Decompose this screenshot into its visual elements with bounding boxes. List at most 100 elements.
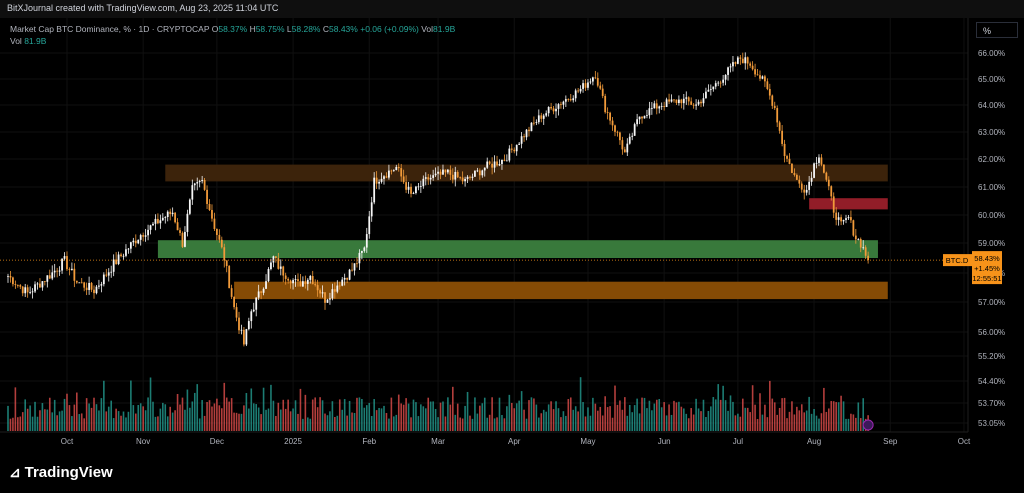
candle-body xyxy=(670,99,673,102)
candle-body xyxy=(102,274,105,285)
volume-bar xyxy=(830,400,833,431)
volume-bar xyxy=(267,408,270,431)
candle-body xyxy=(161,217,164,221)
volume-bar xyxy=(353,412,356,431)
candle-body xyxy=(51,272,54,279)
volume-bar xyxy=(614,385,616,431)
volume-bar xyxy=(270,384,272,431)
candle-body xyxy=(184,231,186,247)
candle-body xyxy=(53,270,56,273)
volume-bar xyxy=(76,392,78,431)
candle-body xyxy=(434,173,437,176)
candle-body xyxy=(98,285,100,287)
time-tick-label: Aug xyxy=(807,437,821,446)
vol-label: Vol xyxy=(421,24,434,34)
volume-bar xyxy=(685,413,688,431)
candle-body xyxy=(673,99,675,101)
candle-body xyxy=(132,240,135,243)
candle-body xyxy=(351,269,353,271)
candle-body xyxy=(152,223,154,226)
candle-body xyxy=(859,239,862,248)
volume-bar xyxy=(157,416,159,431)
volume-bar xyxy=(513,408,516,431)
candle-body xyxy=(63,256,66,259)
volume-bar xyxy=(781,398,783,431)
volume-bar xyxy=(466,391,469,431)
candle-body xyxy=(24,287,27,294)
volume-bar xyxy=(338,399,341,431)
volume-bar xyxy=(216,398,218,431)
candle-body xyxy=(287,278,290,281)
volume-legend: Vol 81.9B xyxy=(10,36,46,46)
volume-bar xyxy=(754,404,756,431)
volume-bar xyxy=(179,404,181,431)
volume-bar xyxy=(474,397,476,431)
volume-bar xyxy=(496,417,498,431)
volume-bar xyxy=(380,408,383,431)
volume-bar xyxy=(21,412,24,431)
volume-bar xyxy=(402,404,405,431)
volume-bar xyxy=(783,397,786,431)
axis-unit-button[interactable]: % xyxy=(976,22,1018,38)
volume-bar xyxy=(203,415,206,431)
volume-bar xyxy=(125,417,127,431)
candle-body xyxy=(235,307,238,318)
volume-bar xyxy=(528,400,530,431)
volume-bar xyxy=(299,388,302,431)
volume-bar xyxy=(159,408,162,431)
price-tick-label: 65.00% xyxy=(978,75,1005,84)
candle-body xyxy=(606,112,609,113)
price-tag-box xyxy=(972,251,1002,285)
candle-body xyxy=(633,124,636,136)
candle-body xyxy=(292,280,294,284)
volume-bar xyxy=(56,415,58,431)
volume-bar xyxy=(176,393,179,431)
volume-bar xyxy=(98,410,100,431)
volume-bar xyxy=(540,413,543,431)
volume-bar xyxy=(110,400,113,431)
candle-body xyxy=(252,309,255,312)
volume-bar xyxy=(41,403,44,431)
volume-bar xyxy=(714,399,717,431)
candle-body xyxy=(503,159,506,161)
candle-body xyxy=(771,95,774,106)
candle-body xyxy=(717,82,720,84)
price-tick-label: 63.00% xyxy=(978,128,1005,137)
candle-body xyxy=(557,104,560,109)
candle-body xyxy=(818,157,820,163)
candle-body xyxy=(186,213,189,232)
volume-bar xyxy=(609,406,611,431)
candle-body xyxy=(680,99,683,104)
candle-body xyxy=(451,174,454,180)
candle-body xyxy=(791,163,793,173)
candle-body xyxy=(215,228,218,235)
volume-bar xyxy=(653,403,656,431)
volume-bar xyxy=(228,401,230,431)
candle-body xyxy=(459,177,462,179)
price-tick-label: 53.05% xyxy=(978,419,1005,428)
volume-bar xyxy=(302,418,304,431)
candle-body xyxy=(36,283,39,285)
candle-body xyxy=(682,98,685,104)
volume-bar xyxy=(587,407,589,431)
candle-body xyxy=(476,170,479,172)
candle-body xyxy=(383,176,385,179)
volume-bar xyxy=(471,418,474,431)
candle-body xyxy=(493,161,496,168)
candle-body xyxy=(348,269,351,280)
volume-bar xyxy=(39,410,41,431)
volume-bar xyxy=(68,405,71,431)
volume-bar xyxy=(326,415,329,431)
candle-body xyxy=(410,186,412,194)
candle-body xyxy=(805,189,808,193)
volume-bar xyxy=(641,397,643,431)
candle-body xyxy=(483,167,486,171)
volume-bar xyxy=(225,397,228,431)
candle-body xyxy=(621,140,624,150)
candle-body xyxy=(840,217,842,222)
volume-bar xyxy=(636,398,638,431)
candle-body xyxy=(368,216,371,235)
candle-body xyxy=(402,176,405,183)
open-value: 58.37% xyxy=(218,24,248,34)
